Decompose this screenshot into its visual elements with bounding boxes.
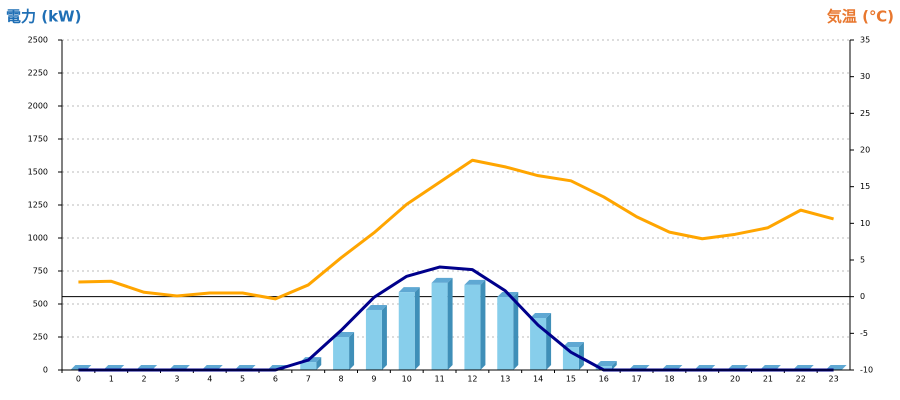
x-tick-label: 14 [533, 375, 543, 384]
y-tick-label: 2000 [28, 102, 48, 111]
x-tick-label: 19 [697, 375, 707, 384]
x-tick-label: 8 [339, 375, 344, 384]
x-tick-label: 17 [631, 375, 641, 384]
x-tick-label: 2 [142, 375, 147, 384]
x-tick-label: 18 [664, 375, 674, 384]
y2-tick-label: 10 [860, 219, 870, 228]
x-tick-label: 12 [467, 375, 477, 384]
bar [300, 362, 317, 370]
bar-top [431, 277, 453, 283]
x-tick-label: 20 [730, 375, 740, 384]
x-tick-label: 23 [828, 375, 838, 384]
y2-tick-label: -5 [860, 329, 868, 338]
x-tick-label: 7 [306, 375, 311, 384]
y-tick-label: 2250 [28, 69, 48, 78]
x-tick-label: 16 [599, 375, 609, 384]
bar-top [562, 342, 584, 348]
y2-tick-label: 35 [860, 36, 870, 45]
y2-tick-label: 25 [860, 109, 870, 118]
bar-side [381, 304, 387, 370]
bar [464, 284, 481, 370]
bar-side [447, 277, 453, 370]
bar-side [546, 312, 552, 370]
bar-side [578, 342, 584, 370]
x-tick-label: 13 [500, 375, 510, 384]
bar [595, 366, 612, 370]
bar-top [464, 279, 486, 285]
x-tick-label: 1 [109, 375, 114, 384]
line [78, 158, 834, 301]
bar-top [530, 312, 552, 318]
bar-side [513, 292, 519, 370]
bar-side [611, 361, 617, 370]
x-tick-label: 3 [174, 375, 179, 384]
y-tick-label: 2500 [28, 36, 48, 45]
y2-tick-label: 0 [860, 292, 865, 301]
y2-tick-label: 5 [860, 256, 865, 265]
bar [497, 297, 514, 370]
x-tick-label: 21 [763, 375, 773, 384]
bar [333, 337, 350, 370]
y2-tick-label: -10 [860, 366, 873, 375]
x-tick-label: 10 [402, 375, 412, 384]
x-tick-label: 0 [76, 375, 81, 384]
y-tick-label: 0 [43, 366, 48, 375]
x-tick-label: 6 [273, 375, 278, 384]
y-tick-label: 1500 [28, 168, 48, 177]
y-tick-label: 1750 [28, 135, 48, 144]
y-tick-label: 1000 [28, 234, 48, 243]
x-tick-label: 15 [566, 375, 576, 384]
bar-side [414, 287, 420, 370]
y-tick-label: 500 [33, 300, 48, 309]
bar [431, 282, 448, 370]
x-tick-label: 9 [371, 375, 376, 384]
y-tick-label: 250 [33, 333, 48, 342]
x-tick-label: 11 [434, 375, 444, 384]
bar-side [316, 357, 322, 370]
x-tick-label: 22 [796, 375, 806, 384]
y2-axis-title: 気温 (℃) [827, 8, 894, 26]
y-tick-label: 750 [33, 267, 48, 276]
bar-top [398, 287, 420, 293]
y-tick-label: 1250 [28, 201, 48, 210]
y2-tick-label: 15 [860, 182, 870, 191]
bar [398, 292, 415, 370]
x-tick-label: 5 [240, 375, 245, 384]
line [78, 265, 834, 372]
y-axis-title: 電力 (kW) [6, 8, 81, 26]
y2-tick-label: 20 [860, 146, 870, 155]
bar-side [349, 332, 355, 370]
bar-side [480, 279, 486, 370]
bar [365, 309, 382, 370]
bar [530, 317, 547, 370]
bar-top [595, 361, 617, 367]
y2-tick-label: 30 [860, 72, 870, 81]
x-tick-label: 4 [207, 375, 212, 384]
bar-top [365, 304, 387, 310]
